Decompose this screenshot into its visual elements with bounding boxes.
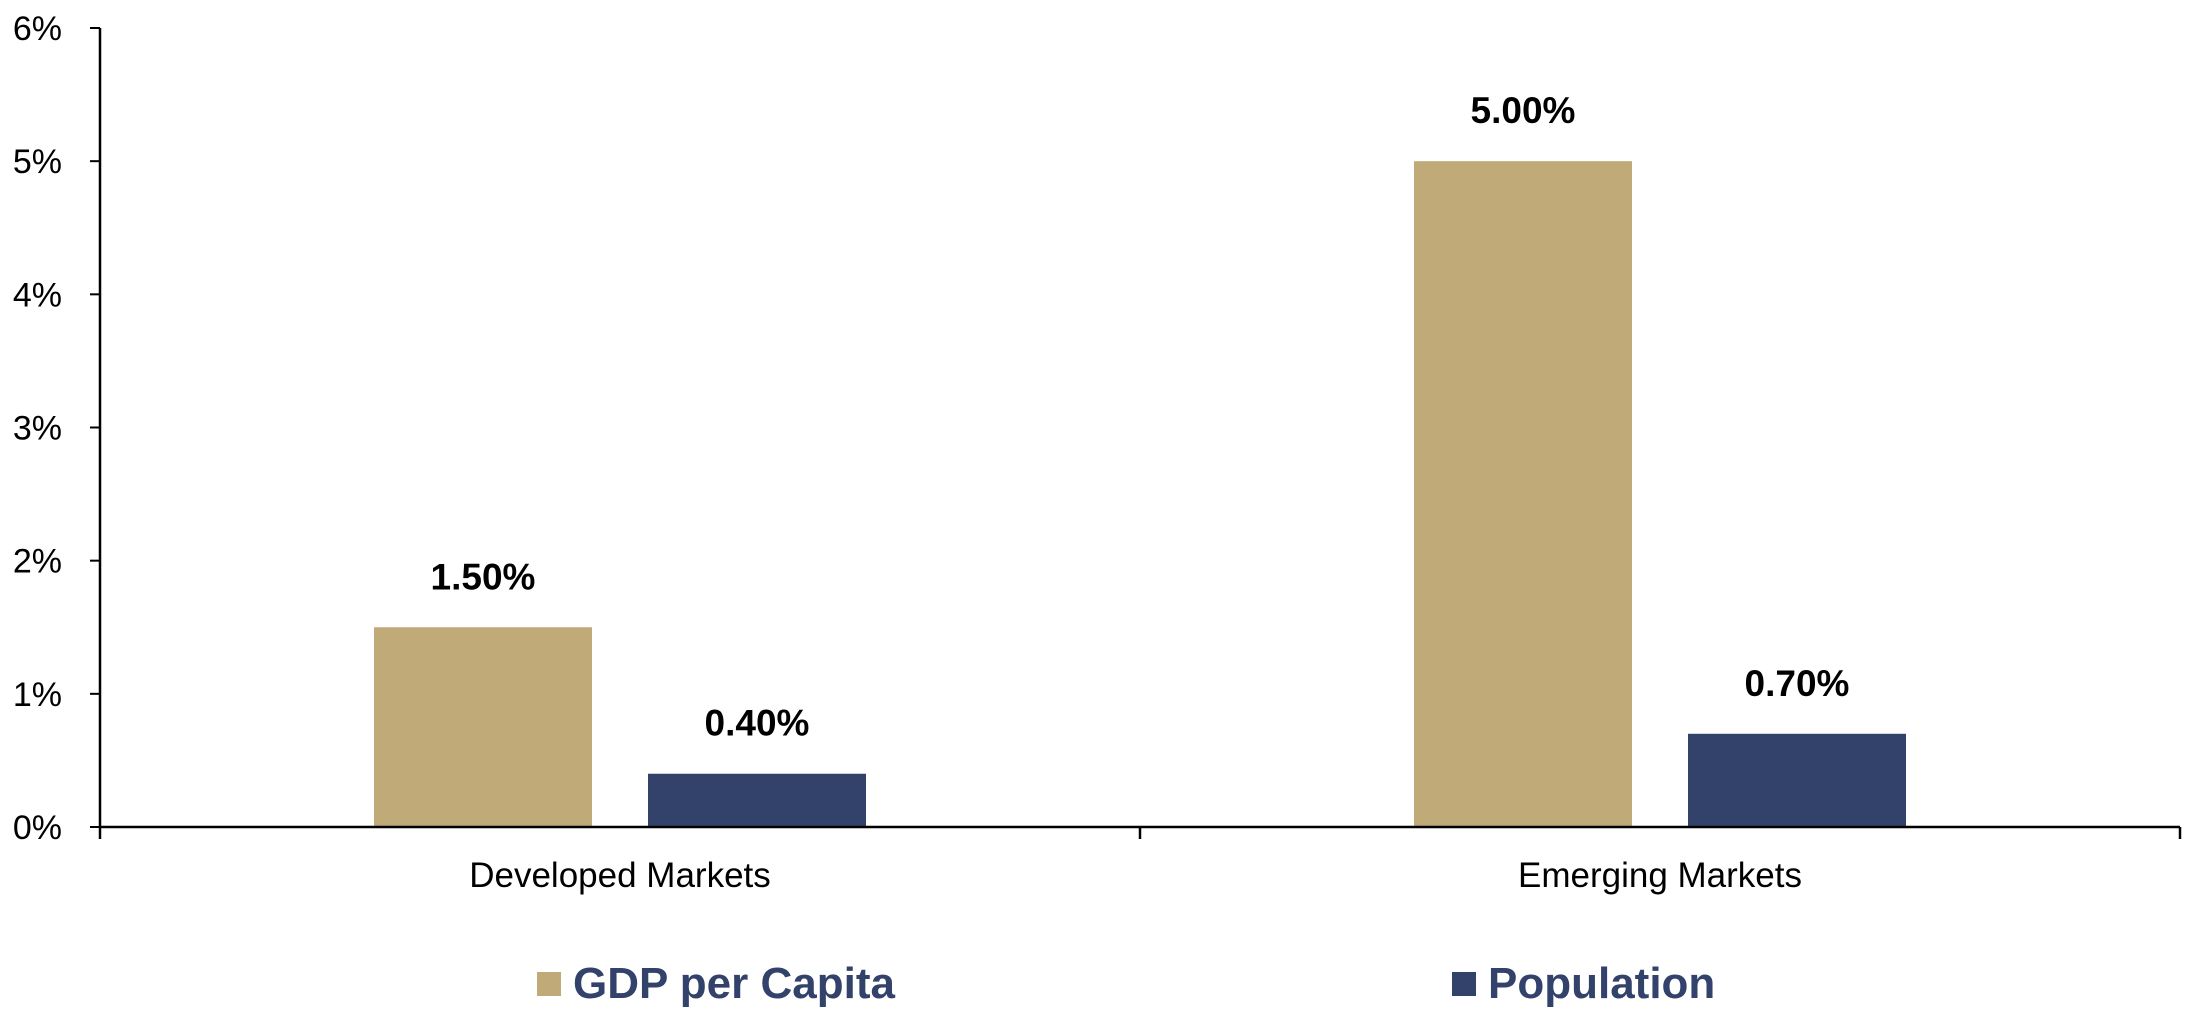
legend-label: Population bbox=[1488, 959, 1715, 1008]
axes bbox=[98, 28, 2182, 839]
x-axis-labels: Developed Markets Emerging Markets bbox=[469, 856, 1802, 895]
legend-swatch bbox=[1452, 972, 1476, 996]
y-axis: 0% 1% 2% 3% 4% 5% 6% bbox=[13, 10, 100, 847]
data-label: 0.70% bbox=[1745, 663, 1850, 704]
bar bbox=[1688, 733, 1906, 827]
legend-swatch bbox=[537, 972, 561, 996]
legend-label: GDP per Capita bbox=[573, 959, 895, 1008]
bar bbox=[1414, 161, 1632, 827]
y-tick-label: 0% bbox=[13, 809, 62, 847]
y-tick-label: 1% bbox=[13, 676, 62, 714]
data-label: 1.50% bbox=[431, 556, 536, 597]
y-tick-label: 6% bbox=[13, 10, 62, 48]
legend: GDP per Capita Population bbox=[537, 959, 1715, 1008]
y-tick-label: 5% bbox=[13, 143, 62, 181]
bar bbox=[648, 773, 866, 827]
y-tick-label: 4% bbox=[13, 276, 62, 314]
category-label: Developed Markets bbox=[469, 856, 771, 895]
data-labels: 1.50% 0.40% 5.00% 0.70% bbox=[431, 90, 1850, 744]
data-label: 0.40% bbox=[705, 703, 810, 744]
y-tick-label: 3% bbox=[13, 410, 62, 448]
data-label: 5.00% bbox=[1471, 90, 1576, 131]
bar bbox=[374, 627, 592, 827]
category-label: Emerging Markets bbox=[1518, 856, 1802, 895]
y-tick-label: 2% bbox=[13, 543, 62, 581]
bars bbox=[374, 161, 1906, 827]
